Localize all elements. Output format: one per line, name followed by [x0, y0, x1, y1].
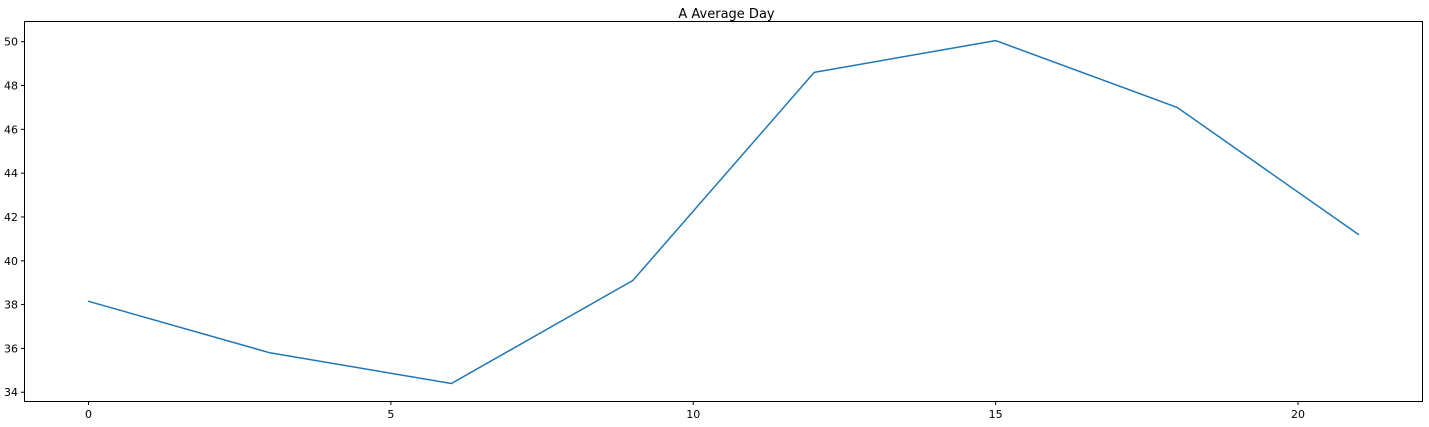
x-tick-label: 15: [989, 408, 1003, 421]
x-tick-label: 10: [686, 408, 700, 421]
y-tick-label: 50: [4, 36, 18, 49]
series-layer: [87, 39, 1360, 385]
y-tick-label: 34: [4, 386, 18, 399]
y-tick-label: 48: [4, 80, 18, 93]
plot-area-frame: [24, 21, 1423, 402]
y-tick-label: 38: [4, 299, 18, 312]
y-tick-label: 46: [4, 123, 18, 136]
y-tick-label: 36: [4, 342, 18, 355]
y-tick-label: 44: [4, 167, 18, 180]
x-tick-label: 5: [387, 408, 394, 421]
x-tick-label: 20: [1291, 408, 1305, 421]
series-line-0: [87, 39, 1360, 385]
x-axis: 0 5 10 15 20: [85, 401, 1305, 421]
x-tick-label: 0: [85, 408, 92, 421]
y-tick-label: 42: [4, 211, 18, 224]
y-axis: 34 36 38 40 42 44 46 48 50: [4, 36, 25, 399]
y-tick-label: 40: [4, 255, 18, 268]
chart-title: A Average Day: [678, 7, 775, 22]
